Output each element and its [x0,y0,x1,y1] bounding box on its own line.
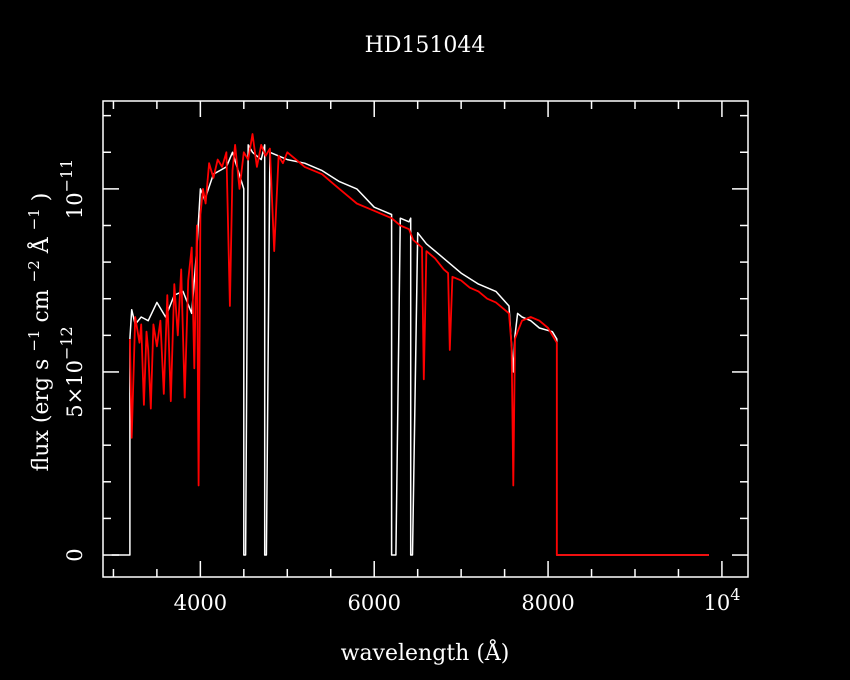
x-tick-label: 4000 [174,591,227,615]
x-tick-label: 8000 [521,591,574,615]
series-layer [111,133,709,556]
x-tick-labels: 4000 6000 8000 104 [174,585,741,615]
y-tick-label: 5×10−12 [57,326,87,417]
y-tick-label: 10−11 [57,159,87,220]
x-tick-label: 6000 [347,591,400,615]
chart-title: HD151044 [365,33,486,58]
y-axis-label-part-2: cm [29,289,54,322]
y-axis-label-exp-3: −1 [25,208,43,230]
y-axis-label-part-3: Å [26,236,54,254]
ticks-layer [103,101,748,577]
y-tick-labels: 0 5×10−12 10−11 [57,159,87,562]
y-axis-label-exp-2: −2 [25,260,43,282]
y-axis-label-part-1: flux (erg s [29,359,54,472]
x-tick-label: 104 [703,585,740,615]
plot-frame [102,100,749,578]
y-axis-label-exp-1: −1 [25,330,43,352]
series-line-1 [129,133,709,556]
y-axis-label: flux (erg s −1 cm −2 Å −1 ) [20,193,54,472]
x-axis-label: wavelength (Å) [341,638,510,666]
y-tick-label: 0 [63,548,87,561]
y-axis-label-part-4: ) [29,193,54,202]
